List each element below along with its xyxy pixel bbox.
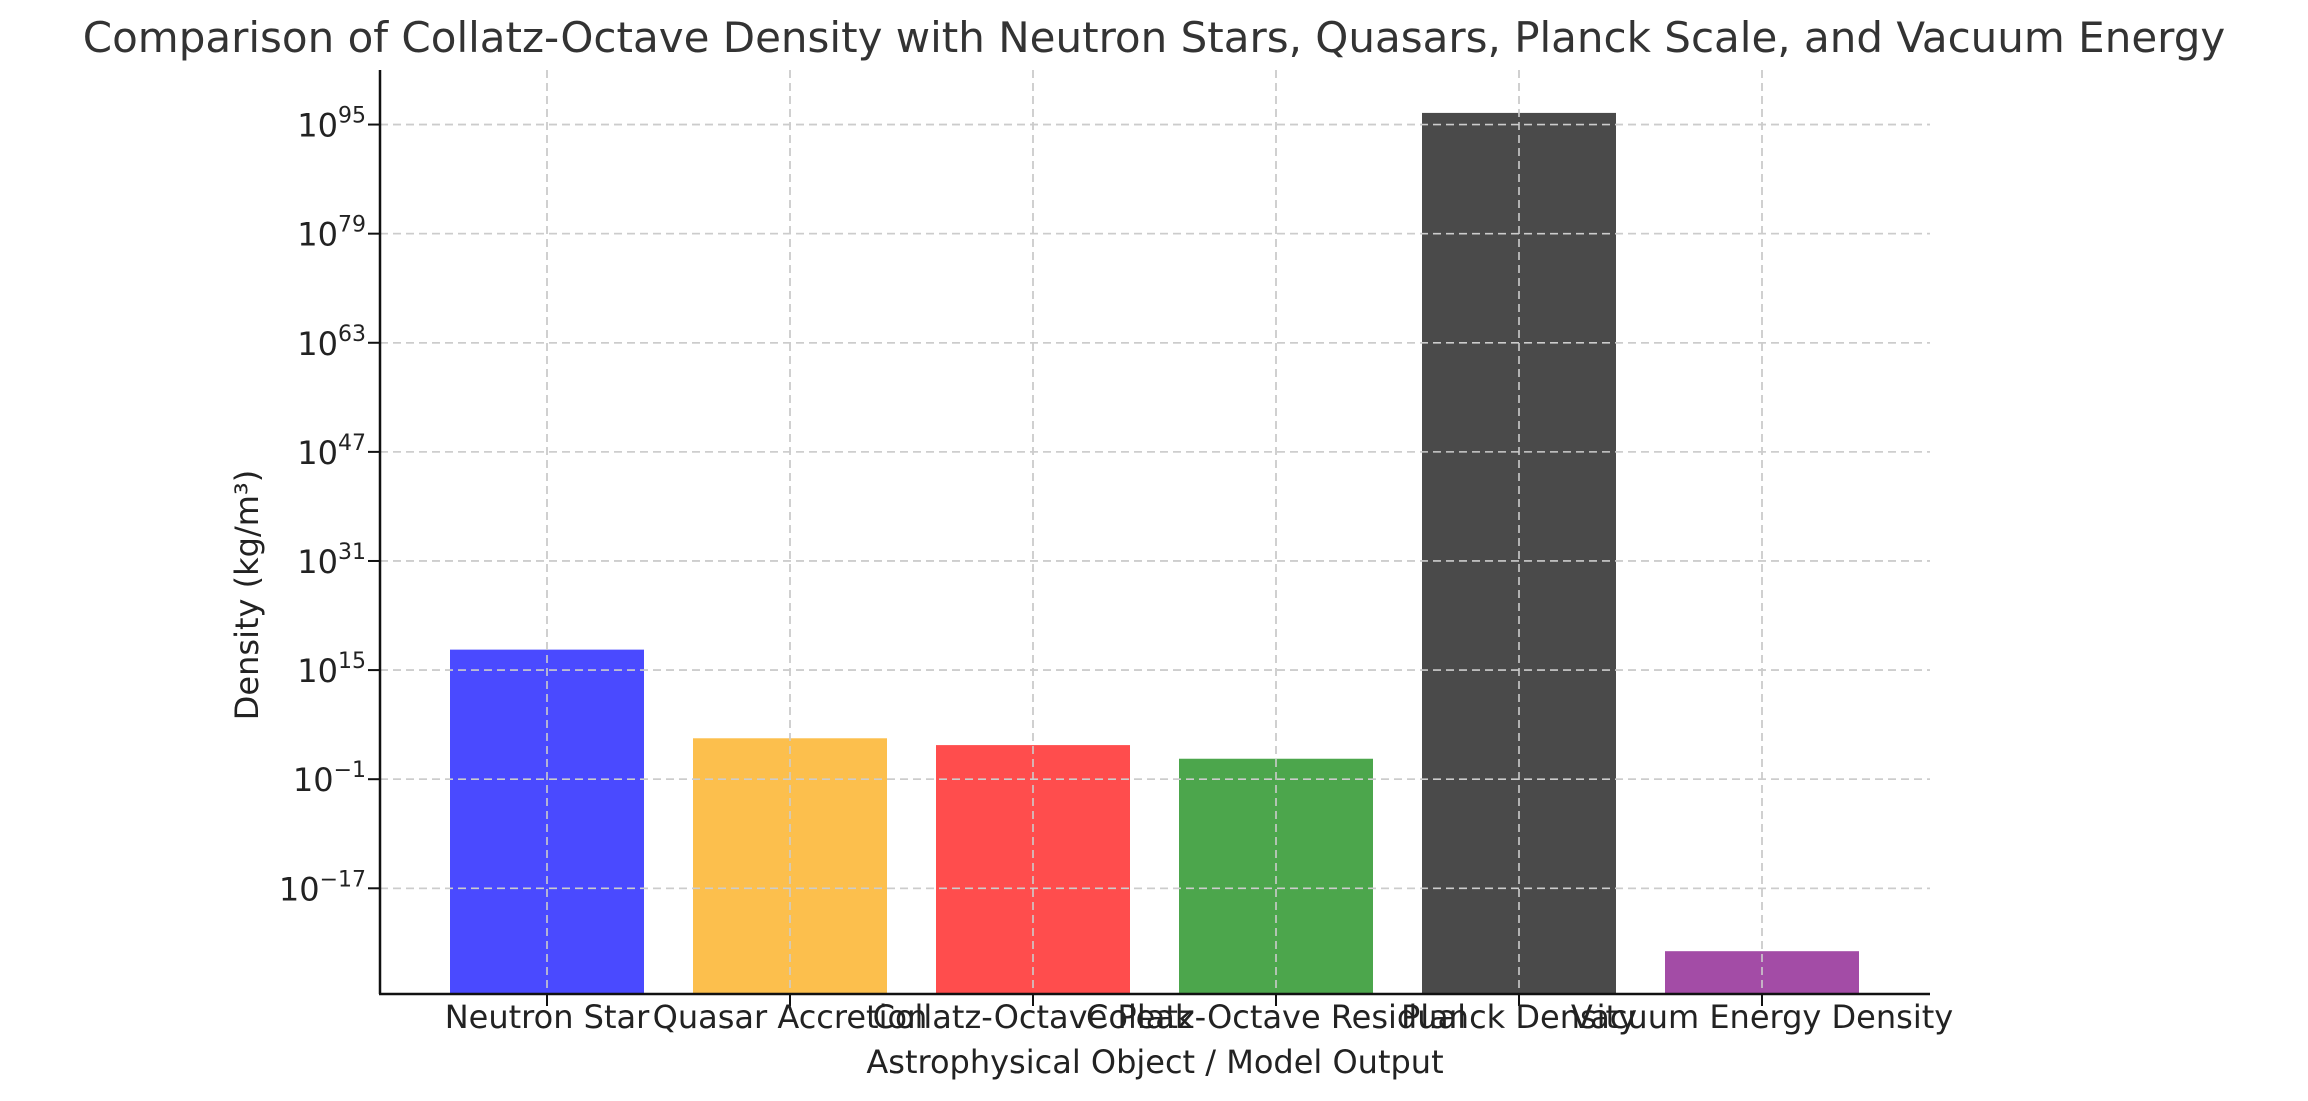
y-tick-label: 10−1 <box>293 758 366 799</box>
x-tick-label: Planck Density <box>1401 998 1637 1036</box>
y-tick-label: 1079 <box>297 213 366 254</box>
x-tick-label: Vacuum Energy Density <box>1571 998 1953 1036</box>
y-tick-label: 10−17 <box>279 867 366 908</box>
y-tick-label: 1063 <box>297 322 366 363</box>
y-tick-label: 1095 <box>297 104 366 145</box>
bars <box>380 70 1930 995</box>
y-ticks: 10−17 10−1 1015 1031 1047 1063 1079 1095 <box>279 104 380 908</box>
y-tick-label: 1015 <box>297 649 366 690</box>
x-axis-label: Astrophysical Object / Model Output <box>866 1043 1443 1081</box>
x-tick-label: Collatz-Octave Peak <box>873 998 1194 1036</box>
chart-title: Comparison of Collatz-Octave Density wit… <box>83 13 2225 62</box>
y-tick-label: 1031 <box>297 540 366 581</box>
x-tick-label: Collatz-Octave Residual <box>1086 998 1466 1036</box>
y-axis-label: Density (kg/m³) <box>228 470 266 720</box>
y-tick-label: 1047 <box>297 431 366 472</box>
x-tick-label: Neutron Star <box>445 998 650 1036</box>
x-ticks: Neutron Star Quasar AccretionCollatz-Octa… <box>445 994 1953 1036</box>
x-tick-label: Quasar Accretion <box>653 998 928 1036</box>
